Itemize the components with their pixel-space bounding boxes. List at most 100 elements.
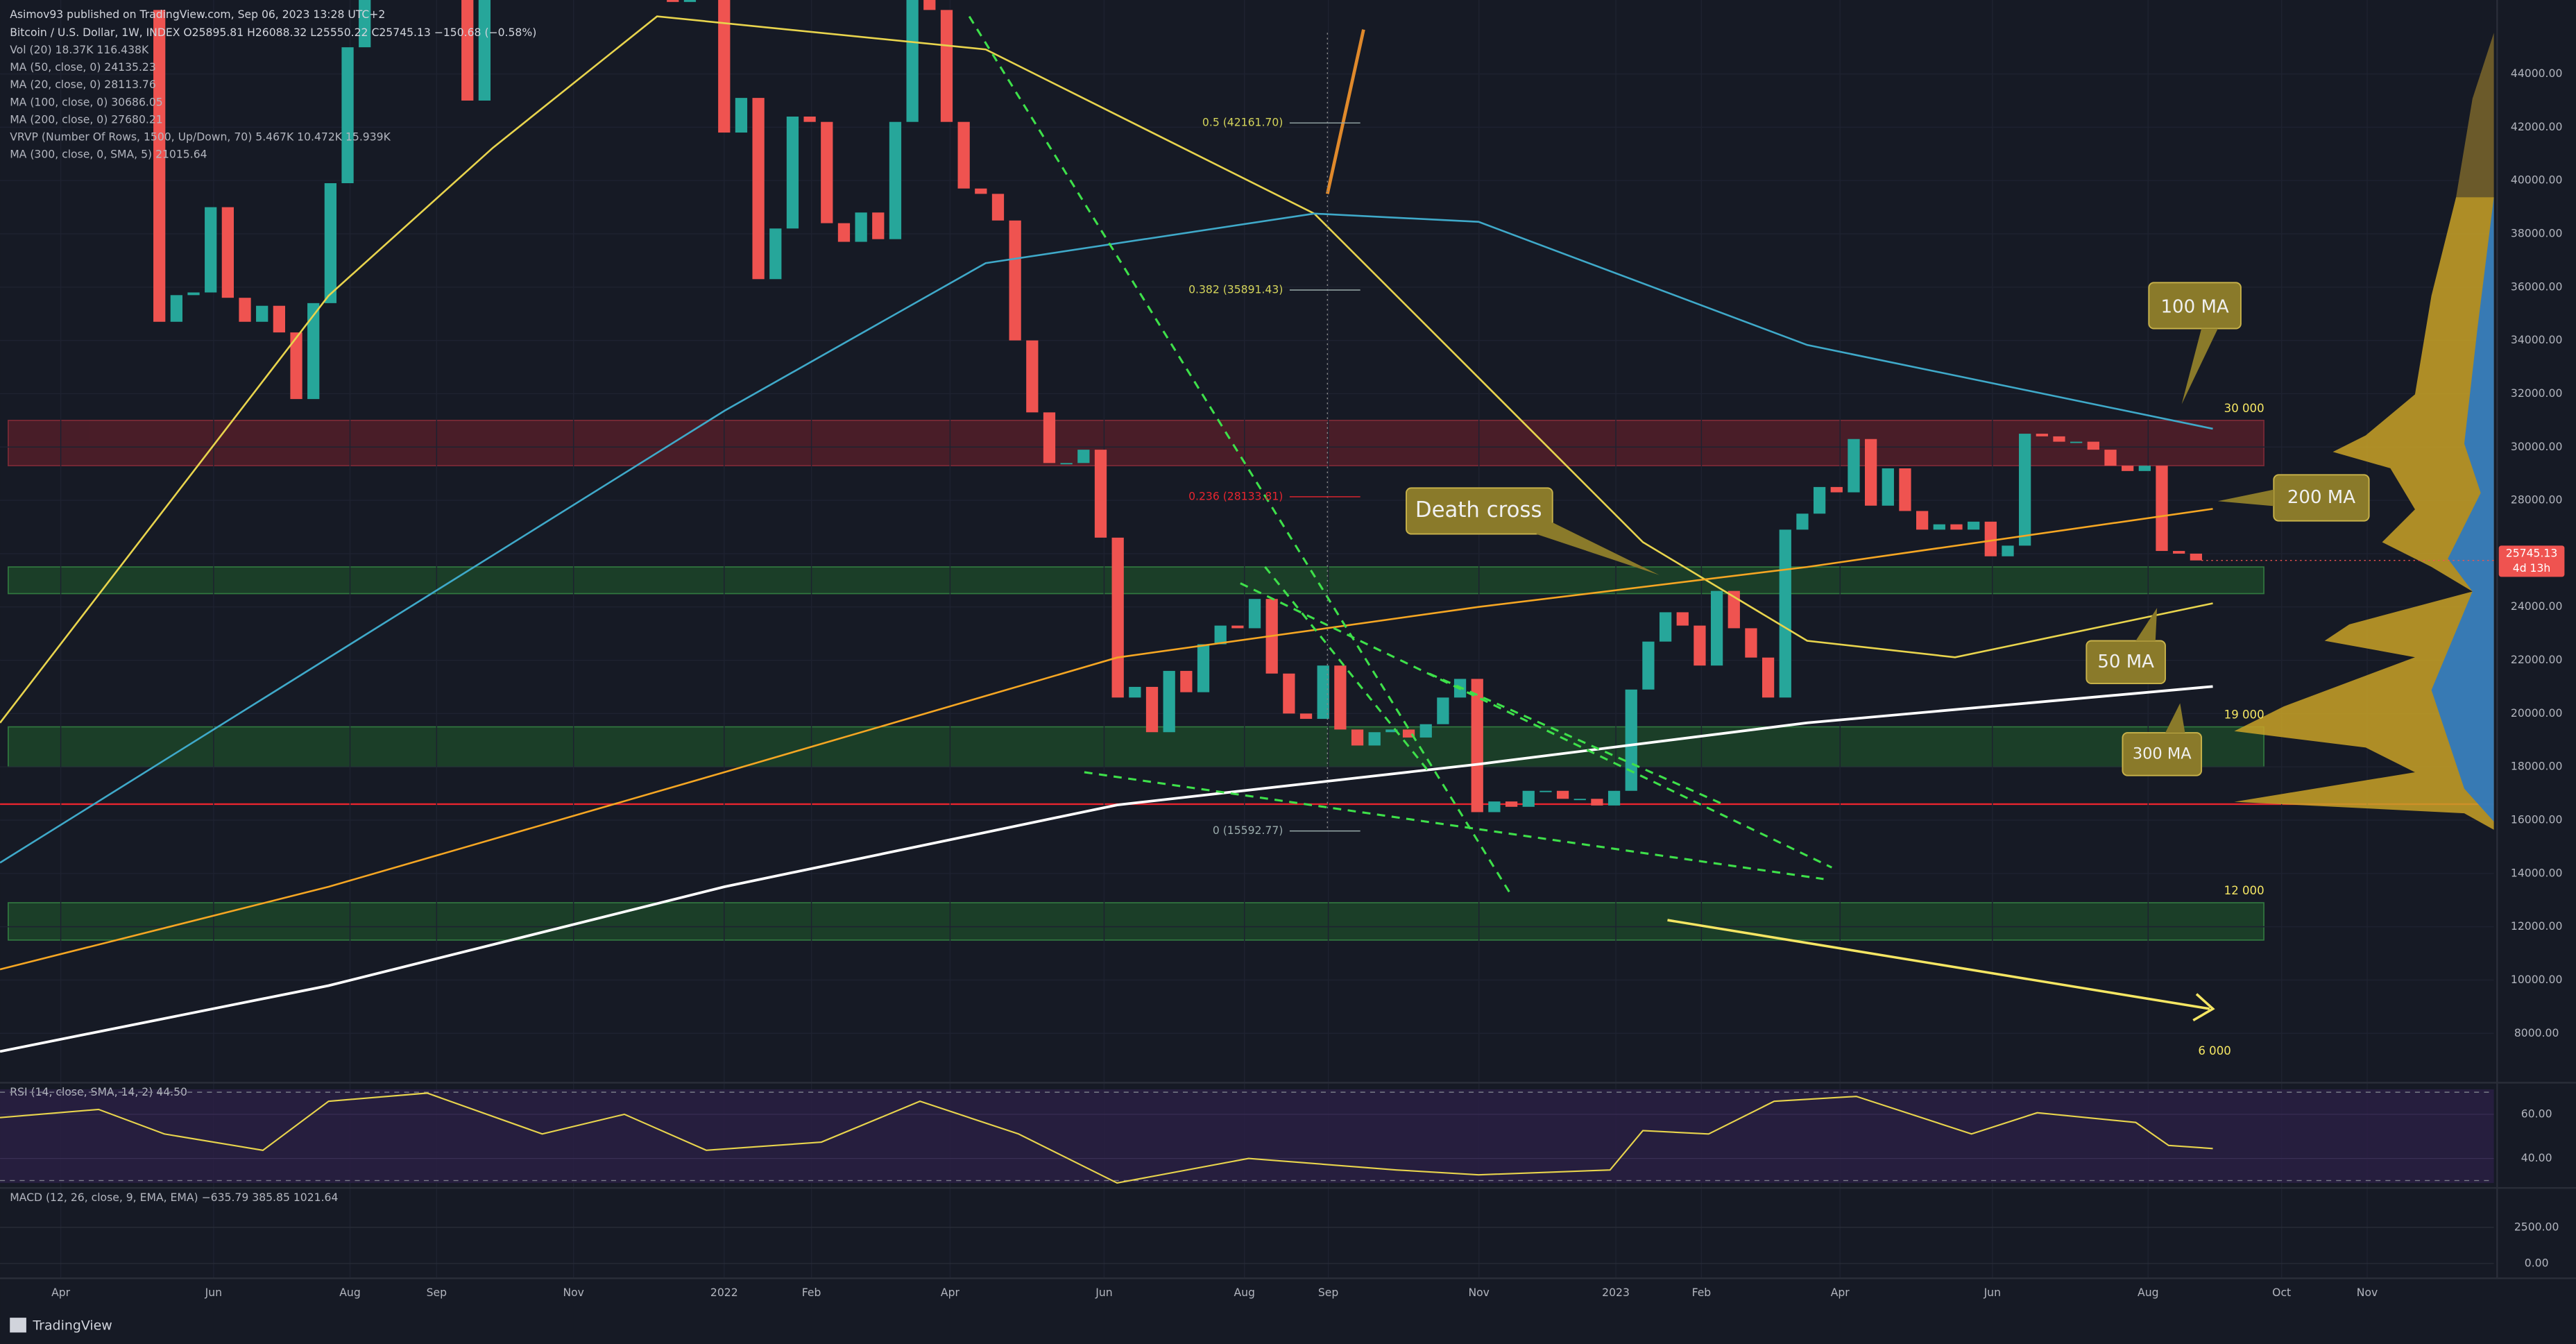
fib-label: 0.382 (35891.43) <box>1188 283 1283 296</box>
annotation-boxes <box>1406 282 2370 776</box>
candle-body <box>1848 439 1860 493</box>
candle-body <box>290 332 302 400</box>
legend-entry: VRVP (Number Of Rows, 1500, Up/Down, 70)… <box>10 130 391 143</box>
y-tick-label: 14000.00 <box>2511 867 2562 879</box>
x-tick-label: Aug <box>2138 1286 2158 1299</box>
candle-body <box>1573 799 1586 801</box>
candle-body <box>187 292 200 296</box>
candle-body <box>1591 799 1603 806</box>
x-tick-label: Aug <box>339 1286 360 1299</box>
candle-body <box>1642 641 1655 690</box>
x-tick-label: Oct <box>2272 1286 2291 1299</box>
fib-levels: 0.5 (42161.70) 0.382 (35891.43) 0.236 (281… <box>1188 117 1360 837</box>
y-tick-label: 12000.00 <box>2511 920 2562 933</box>
candle-body <box>1317 665 1329 720</box>
y-tick-label: 40000.00 <box>2511 174 2562 187</box>
candle-body <box>1043 412 1056 463</box>
candle-body <box>821 121 833 223</box>
x-tick-label: Apr <box>941 1286 960 1299</box>
x-tick-label: Apr <box>51 1286 71 1299</box>
candle-body <box>1710 590 1723 666</box>
fib-arrow <box>1326 29 1365 194</box>
y-tick-label: 34000.00 <box>2511 334 2562 346</box>
candle-body <box>478 0 491 101</box>
y-tick-label: 40.00 <box>2521 1152 2552 1164</box>
candle-body <box>2104 450 2117 466</box>
candle-body <box>1231 625 1244 629</box>
candle-body <box>2156 466 2168 552</box>
candle-body <box>1283 673 1295 714</box>
candle-body <box>1882 468 1894 506</box>
annotation: 50 MA <box>2097 652 2154 672</box>
candle-body <box>273 305 286 333</box>
candle-body <box>1197 644 1210 692</box>
y-tick-label: 60.00 <box>2521 1107 2552 1120</box>
candle-body <box>786 116 799 229</box>
candle-body <box>1368 732 1381 746</box>
x-tick-label: Sep <box>427 1286 447 1299</box>
candle-body <box>1248 599 1261 629</box>
zone-label: 12 000 <box>2224 884 2264 897</box>
legend: Bitcoin / U.S. Dollar, 1W, INDEX O25895.… <box>10 26 536 161</box>
candle-body <box>2053 436 2065 442</box>
candle-body <box>991 194 1005 221</box>
candle-body <box>1129 686 1141 698</box>
candle-body <box>735 98 748 133</box>
candle-body <box>1916 511 1929 530</box>
grid: 44000.00 42000.00 40000.00 38000.00 36000.00… <box>0 0 2562 1299</box>
candle-body <box>2138 466 2151 471</box>
candle-body <box>1180 670 1193 692</box>
y-tick-label: 24000.00 <box>2511 600 2562 613</box>
volume-profile-up <box>2431 197 2494 822</box>
footer: TradingView <box>32 1318 112 1333</box>
y-tick-label: 8000.00 <box>2514 1027 2559 1039</box>
fib-label: 0.5 (42161.70) <box>1202 117 1283 129</box>
candle-body <box>221 207 234 298</box>
candle-body <box>256 305 268 322</box>
legend-entry: Vol (20) 18.37K 116.438K <box>10 44 149 56</box>
y-tick-label: 18000.00 <box>2511 760 2562 773</box>
trendlines <box>968 15 1832 896</box>
x-tick-label: Jun <box>1095 1286 1112 1299</box>
y-tick-label: 44000.00 <box>2511 67 2562 80</box>
y-tick-label: 22000.00 <box>2511 654 2562 666</box>
candle-body <box>1334 665 1347 730</box>
candle-body <box>1163 670 1175 733</box>
x-tick-label: 2023 <box>1602 1286 1630 1299</box>
x-tick-label: Sep <box>1318 1286 1339 1299</box>
candle-body <box>1488 801 1501 813</box>
candle-body <box>1694 625 1706 666</box>
candle-body <box>1471 679 1483 813</box>
candle-body <box>752 98 765 280</box>
ma-line <box>0 212 2213 864</box>
x-tick-label: Jun <box>205 1286 222 1299</box>
candle-body <box>855 212 867 242</box>
zone <box>8 902 2264 941</box>
candle-body <box>837 223 851 242</box>
y-tick-label: 20000.00 <box>2511 707 2562 720</box>
candle-body <box>1830 486 1843 493</box>
countdown: 4d 13h <box>2513 562 2551 575</box>
candle-body <box>170 295 182 322</box>
candle-body <box>1968 521 1980 530</box>
candle-body <box>2019 434 2031 546</box>
candle-body <box>1402 729 1415 738</box>
zone-label: 30 000 <box>2224 402 2264 415</box>
zone <box>8 566 2264 595</box>
candle-body <box>1779 529 1791 698</box>
candle-body <box>1351 729 1364 746</box>
volume-trend-arrow <box>1667 919 2215 1022</box>
candle-body <box>1745 628 1757 658</box>
candle-body <box>1813 486 1826 514</box>
y-tick-label: 30000.00 <box>2511 441 2562 453</box>
ma-lines <box>0 15 2213 1053</box>
candle-body <box>1522 790 1535 807</box>
fib-label: 0.236 (28133.81) <box>1188 490 1283 502</box>
candle-body <box>239 298 251 322</box>
rsi-line <box>0 1092 2213 1184</box>
legend-entry: MA (300, close, 0, SMA, 5) 21015.64 <box>10 148 207 161</box>
candle-body <box>957 121 970 189</box>
publisher: Asimov93 published on TradingView.com, S… <box>10 8 385 21</box>
y-tick-label: 38000.00 <box>2511 227 2562 239</box>
candle-body <box>1505 801 1518 807</box>
